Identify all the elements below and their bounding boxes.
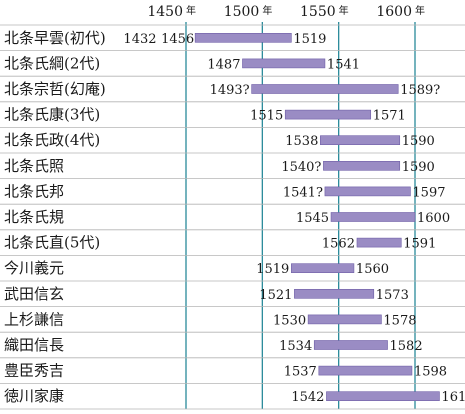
end-year-label: 1573 bbox=[376, 288, 409, 303]
person-name: 武田信玄 bbox=[4, 285, 64, 303]
person-name: 北条早雲(初代) bbox=[4, 29, 106, 47]
start-year-label: 1534 bbox=[279, 339, 312, 354]
end-year-label: 1571 bbox=[373, 109, 406, 124]
person-name: 北条氏康(3代) bbox=[4, 106, 100, 124]
end-year-label: 1590 bbox=[402, 134, 435, 149]
person-name: 徳川家康 bbox=[4, 387, 64, 405]
end-year-label: 1560 bbox=[356, 262, 389, 277]
table-row: 豊臣秀吉 1537 1598 bbox=[4, 362, 447, 380]
bar-start-year-label: 1456 bbox=[161, 32, 194, 47]
end-year-label: 1582 bbox=[390, 339, 423, 354]
tick-label-1450: 1450 bbox=[147, 4, 183, 20]
table-row: 上杉謙信 1530 1578 bbox=[4, 310, 417, 328]
table-row: 北条氏綱(2代) 1487 1541 bbox=[4, 54, 360, 72]
end-year-label: 1616 bbox=[441, 390, 465, 405]
table-row: 北条氏康(3代) 1515 1571 bbox=[4, 106, 406, 124]
tick-unit-label: 年 bbox=[186, 4, 196, 17]
table-row: 北条早雲(初代) 1432 1456 1519 bbox=[4, 29, 326, 47]
person-name: 北条氏直(5代) bbox=[4, 234, 100, 252]
start-year-label: 1493? bbox=[210, 83, 250, 98]
lifespan-bar bbox=[318, 365, 413, 376]
lifespan-bar bbox=[307, 314, 382, 325]
end-year-label: 1590 bbox=[402, 160, 435, 175]
person-name: 織田信長 bbox=[4, 336, 64, 354]
start-year-label: 1521 bbox=[259, 288, 292, 303]
lifespan-bar bbox=[323, 161, 401, 171]
end-year-label: 1578 bbox=[383, 313, 416, 328]
start-year-label: 1519 bbox=[256, 262, 289, 277]
start-year-label: 1538 bbox=[285, 134, 318, 149]
end-year-label: 1591 bbox=[403, 237, 436, 252]
lifespan-bar bbox=[251, 84, 399, 94]
person-name: 今川義元 bbox=[4, 259, 64, 277]
x-axis: 1450 年 1500 年 1550 年 1600 年 bbox=[147, 4, 425, 20]
person-name: 北条宗哲(幻庵) bbox=[4, 80, 106, 98]
lifespan-bar bbox=[291, 263, 355, 274]
person-name: 北条氏照 bbox=[4, 157, 64, 175]
lifespan-bar bbox=[356, 237, 402, 248]
end-year-label: 1600 bbox=[417, 211, 450, 226]
lifespan-bar bbox=[194, 32, 292, 43]
end-year-label: 1541 bbox=[327, 57, 360, 72]
start-year-label: 1545 bbox=[296, 211, 329, 226]
table-row: 北条氏政(4代) 1538 1590 bbox=[4, 131, 435, 149]
person-name: 北条氏規 bbox=[4, 208, 64, 226]
table-row: 北条氏邦 1541? 1597 bbox=[4, 182, 446, 200]
end-year-label: 1597 bbox=[412, 185, 445, 200]
lifespan-bar bbox=[324, 186, 411, 197]
table-row: 武田信玄 1521 1573 bbox=[4, 285, 409, 303]
lifespan-bar bbox=[313, 340, 388, 350]
start-year-label: 1487 bbox=[207, 57, 240, 72]
lifespan-bar bbox=[320, 135, 401, 145]
rows-layer: 北条早雲(初代) 1432 1456 1519 北条氏綱(2代) 1487 1541 北条宗哲… bbox=[4, 29, 465, 405]
tick-unit-label: 年 bbox=[415, 4, 425, 17]
table-row: 北条氏直(5代) 1562 1591 bbox=[4, 234, 436, 252]
lifespan-bar bbox=[294, 288, 375, 299]
start-year-label: 1562 bbox=[322, 237, 355, 252]
start-year-label: 1432 bbox=[123, 32, 156, 47]
table-row: 徳川家康 1542 1616 bbox=[4, 387, 465, 405]
tick-label-1550: 1550 bbox=[300, 4, 336, 20]
end-year-label: 1519 bbox=[293, 32, 326, 47]
tick-label-1500: 1500 bbox=[224, 4, 260, 20]
lifespan-bar bbox=[242, 58, 326, 69]
lifespan-bar bbox=[326, 391, 440, 402]
tick-unit-label: 年 bbox=[262, 4, 272, 17]
person-name: 北条氏政(4代) bbox=[4, 131, 100, 149]
table-row: 北条宗哲(幻庵) 1493? 1589? bbox=[4, 80, 440, 98]
lifespan-bar bbox=[284, 109, 372, 120]
table-row: 北条氏規 1545 1600 bbox=[4, 208, 450, 226]
start-year-label: 1542 bbox=[291, 390, 324, 405]
person-name: 豊臣秀吉 bbox=[4, 362, 64, 380]
start-year-label: 1541? bbox=[283, 185, 323, 200]
start-year-label: 1540? bbox=[281, 160, 321, 175]
lifespan-bar bbox=[330, 212, 416, 222]
table-row: 織田信長 1534 1582 bbox=[4, 336, 423, 354]
table-row: 北条氏照 1540? 1590 bbox=[4, 157, 435, 175]
start-year-label: 1515 bbox=[250, 109, 283, 124]
table-row: 今川義元 1519 1560 bbox=[4, 259, 389, 277]
end-year-label: 1589? bbox=[400, 83, 440, 98]
person-name: 上杉謙信 bbox=[4, 310, 64, 328]
start-year-label: 1537 bbox=[284, 365, 317, 380]
start-year-label: 1530 bbox=[273, 313, 306, 328]
person-name: 北条氏綱(2代) bbox=[4, 54, 100, 72]
person-name: 北条氏邦 bbox=[4, 182, 64, 200]
tick-unit-label: 年 bbox=[339, 4, 349, 17]
tick-label-1600: 1600 bbox=[376, 4, 412, 20]
end-year-label: 1598 bbox=[414, 365, 447, 380]
